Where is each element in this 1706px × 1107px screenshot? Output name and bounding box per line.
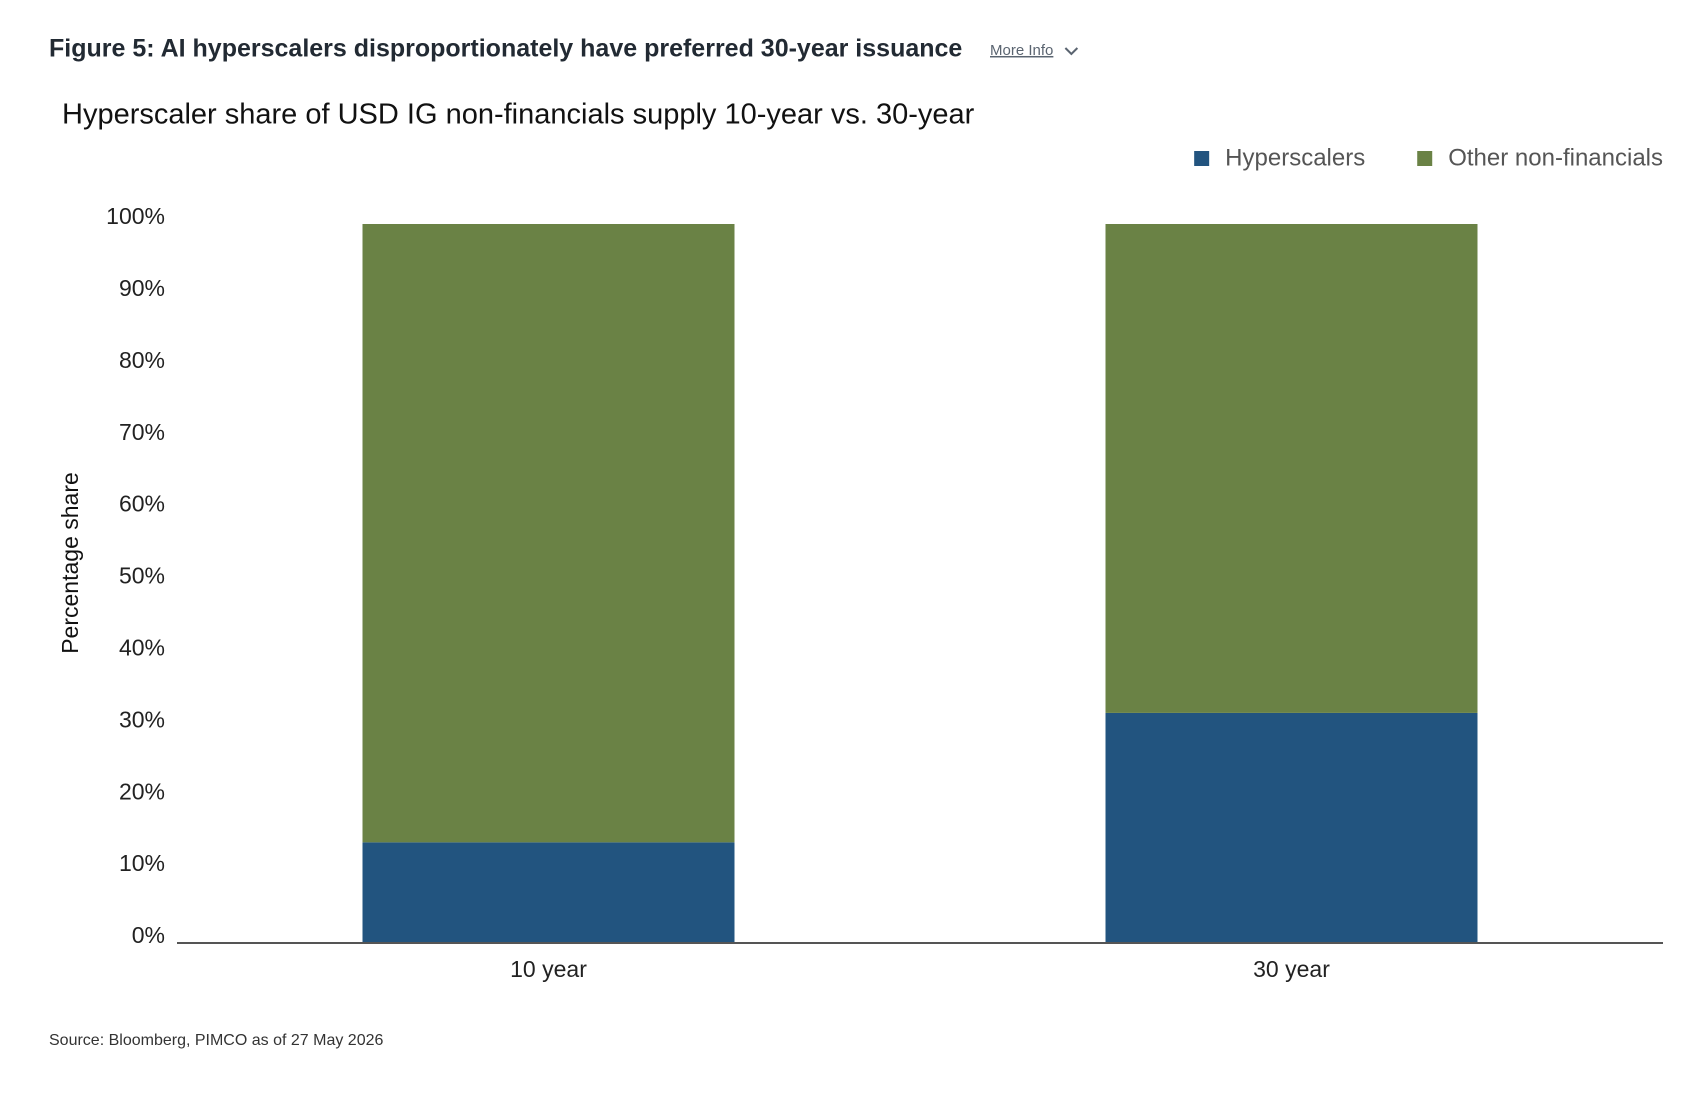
y-tick-label: 50% xyxy=(119,563,165,589)
legend-swatch xyxy=(1417,151,1433,166)
y-tick-label: 40% xyxy=(119,634,165,660)
y-tick-label: 10% xyxy=(119,850,165,876)
bar-segment xyxy=(1105,712,1478,943)
y-tick-label: 0% xyxy=(132,922,165,948)
bar-segment xyxy=(362,224,735,843)
y-tick-label: 100% xyxy=(106,203,165,229)
legend: Hyperscalers Other non-financials xyxy=(1194,144,1663,171)
y-tick-label: 70% xyxy=(119,419,165,445)
more-info-link[interactable]: More Info xyxy=(990,42,1053,59)
legend-swatch xyxy=(1194,151,1210,166)
x-tick-label: 30 year xyxy=(1253,956,1330,982)
legend-label: Other non-financials xyxy=(1448,144,1663,171)
bar-segment xyxy=(362,842,735,943)
legend-label: Hyperscalers xyxy=(1225,144,1365,171)
figure-title: Figure 5: AI hyperscalers disproportiona… xyxy=(49,35,962,63)
y-tick-label: 30% xyxy=(119,706,165,732)
y-tick-label: 80% xyxy=(119,347,165,373)
y-tick-label: 60% xyxy=(119,491,165,517)
chevron-icon[interactable] xyxy=(1064,47,1079,56)
y-tick-label: 20% xyxy=(119,778,165,804)
y-tick-label: 90% xyxy=(119,275,165,301)
y-axis-title: Percentage share xyxy=(57,472,83,654)
source-note: Source: Bloomberg, PIMCO as of 27 May 20… xyxy=(49,1032,383,1049)
x-tick-label: 10 year xyxy=(510,956,587,982)
chart-title: Hyperscaler share of USD IG non-financia… xyxy=(62,99,975,131)
bar-segment xyxy=(1105,224,1478,713)
more-info-button[interactable]: More Info xyxy=(990,42,1079,59)
